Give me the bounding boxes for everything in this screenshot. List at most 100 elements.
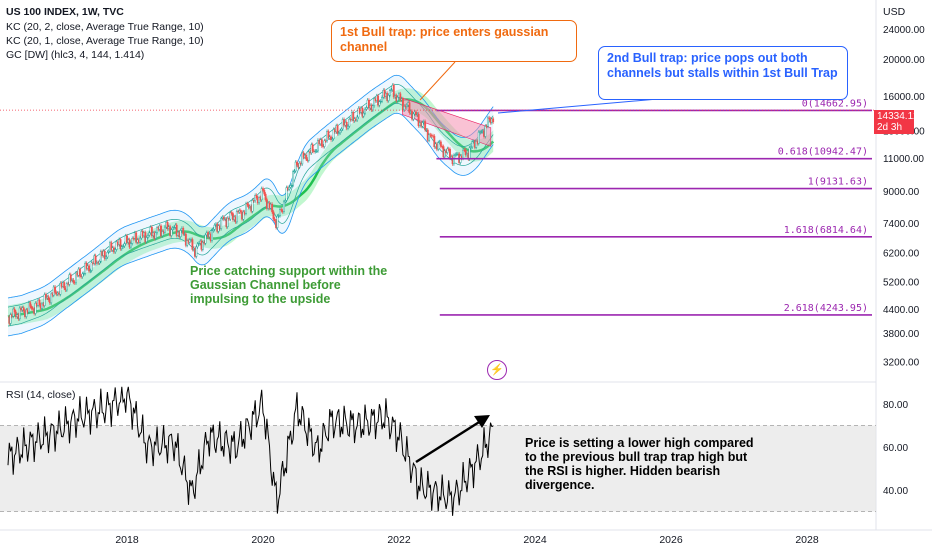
candle-body xyxy=(88,265,91,272)
candle-body xyxy=(154,232,157,239)
candle-body xyxy=(488,117,491,120)
candle-body xyxy=(345,121,348,129)
candle-body xyxy=(254,195,257,202)
candle-body xyxy=(285,187,288,201)
candle-body xyxy=(294,161,297,172)
rsi-pane[interactable] xyxy=(0,386,876,516)
gaussian-filter-line xyxy=(7,98,495,318)
rsi-axis-tick: 60.00 xyxy=(883,443,908,454)
candle-body xyxy=(379,100,382,103)
candle-body xyxy=(89,270,92,272)
candle-body xyxy=(13,308,16,313)
candle-body xyxy=(129,243,132,248)
candle-body xyxy=(396,96,399,102)
rsi-band xyxy=(0,425,876,512)
symbol-title[interactable]: US 100 INDEX, 1W, TVC xyxy=(6,6,124,18)
annotation-bull-trap-2[interactable]: 2nd Bull trap: price pops out both chann… xyxy=(598,46,848,100)
candle-body xyxy=(452,155,455,165)
candle-body xyxy=(220,218,223,229)
candle-body xyxy=(289,185,292,188)
candle-body xyxy=(298,162,301,168)
candle-body xyxy=(251,200,254,212)
legend-rsi[interactable]: RSI (14, close) xyxy=(6,389,76,401)
candle-body xyxy=(311,144,314,152)
time-axis-tick: 2022 xyxy=(387,534,411,546)
candle-body xyxy=(81,273,84,277)
annotation-bull-trap-1[interactable]: 1st Bull trap: price enters gaussian cha… xyxy=(331,20,577,62)
candle-body xyxy=(144,232,147,243)
price-axis-tick: 20000.00 xyxy=(883,55,925,66)
candle-body xyxy=(63,282,66,289)
candle-body xyxy=(119,239,122,250)
candle-body xyxy=(307,151,310,161)
legend-kc-inner[interactable]: KC (20, 1, close, Average True Range, 10… xyxy=(6,35,204,47)
candle-body xyxy=(211,230,213,241)
candle-body xyxy=(340,128,343,131)
candle-body xyxy=(255,195,258,198)
candle-body xyxy=(392,84,395,98)
candle-body xyxy=(492,118,495,123)
annotation-divergence[interactable]: Price is setting a lower high compared t… xyxy=(525,436,754,492)
candle-body xyxy=(106,251,109,258)
legend-kc-outer[interactable]: KC (20, 2, close, Average True Range, 10… xyxy=(6,21,204,33)
candle-body xyxy=(107,250,110,253)
candle-body xyxy=(135,232,138,243)
candle-body xyxy=(264,193,267,200)
candle-body xyxy=(34,302,37,314)
fib-level-label: 0.618(10942.47) xyxy=(778,147,868,158)
candle-body xyxy=(186,240,189,246)
candle-body xyxy=(462,149,465,159)
kc-outer-upper xyxy=(7,74,494,299)
current-price-value: 14334.12 xyxy=(877,111,919,122)
candle-body xyxy=(272,211,275,220)
candle-body xyxy=(120,246,123,250)
candle-body xyxy=(122,245,125,248)
candle-body xyxy=(408,102,411,114)
fib-level-label: 0(14662.95) xyxy=(802,98,868,109)
fib-level-label: 1.618(6814.64) xyxy=(784,225,868,236)
candle-body xyxy=(356,116,359,121)
legend-gaussian[interactable]: GC [DW] (hlc3, 4, 144, 1.414) xyxy=(6,49,145,61)
candle-body xyxy=(99,251,102,262)
candle-body xyxy=(188,239,191,243)
kc-inner-upper xyxy=(7,84,494,308)
candle-body xyxy=(316,139,319,152)
candle-body xyxy=(357,107,360,118)
candle-body xyxy=(131,238,134,244)
lightning-icon[interactable]: ⚡ xyxy=(487,360,507,380)
candle-body xyxy=(337,132,340,134)
candle-body xyxy=(27,302,30,313)
candle-body xyxy=(123,243,126,247)
candle-body xyxy=(43,294,46,306)
candle-body xyxy=(41,303,43,309)
current-price-badge: 14334.12 2d 3h xyxy=(874,110,919,134)
candle-body xyxy=(195,246,198,257)
candle-body xyxy=(305,154,308,160)
candle-body xyxy=(273,218,276,222)
candle-body xyxy=(179,230,182,238)
rsi-axis-tick: 80.00 xyxy=(883,400,908,411)
candle-body xyxy=(30,306,33,309)
candle-body xyxy=(403,105,406,111)
candle-body xyxy=(229,212,232,220)
candle-body xyxy=(288,186,291,190)
annotation-1-pointer xyxy=(419,61,456,101)
candle-body xyxy=(347,125,349,129)
candle-body xyxy=(475,141,478,148)
currency-label: USD xyxy=(883,6,906,18)
annotation-support[interactable]: Price catching support within the Gaussi… xyxy=(190,264,388,306)
candle-body xyxy=(477,131,480,144)
candle-body xyxy=(284,200,287,203)
price-pane[interactable]: 0(14662.95) 0.618(10942.47) 1(9131.63) 1.61… xyxy=(0,61,876,337)
price-axis-tick: 5200.00 xyxy=(883,277,920,288)
candle-body xyxy=(12,308,15,317)
candle-body xyxy=(9,314,12,324)
candle-body xyxy=(103,250,106,259)
time-axis-tick: 2020 xyxy=(251,534,275,546)
candle-body xyxy=(390,89,393,91)
price-axis-tick: 3800.00 xyxy=(883,329,920,340)
candle-body xyxy=(184,233,187,246)
candle-body xyxy=(69,274,72,281)
candle-body xyxy=(323,140,326,147)
candle-body xyxy=(388,90,391,96)
